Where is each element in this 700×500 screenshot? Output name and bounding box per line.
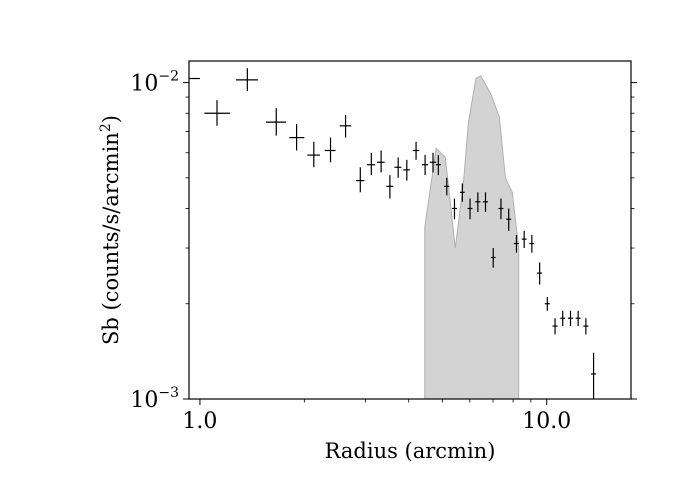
shaded-region (424, 75, 520, 400)
data-point (467, 198, 473, 220)
x-tick-label: 10.0 (522, 409, 571, 434)
data-point (265, 108, 286, 136)
y-tick-label: 10−2 (130, 69, 179, 97)
x-tick-label: 1.0 (182, 409, 217, 434)
data-point (583, 318, 589, 335)
data-point (575, 310, 581, 327)
y-tick-base: 10 (130, 388, 158, 413)
data-point (356, 167, 365, 193)
data-points-layer (189, 68, 597, 399)
data-point (521, 230, 527, 249)
data-point (560, 310, 566, 327)
data-point (403, 159, 410, 181)
data-point (482, 192, 488, 212)
data-point (537, 262, 543, 285)
data-point (412, 141, 420, 160)
data-point (204, 100, 230, 126)
y-tick-exponent: −3 (158, 385, 179, 401)
y-axis-label: Sb (counts/s/arcmin2) (98, 115, 123, 345)
x-axis-label: Radius (arcmin) (325, 439, 496, 463)
y-tick-exponent: −2 (158, 69, 179, 85)
data-point (506, 208, 512, 231)
y-axis-label-main: Sb (counts/s/arcmin (99, 132, 123, 345)
data-point (552, 318, 558, 335)
data-point (529, 234, 535, 253)
data-point (591, 352, 597, 399)
y-tick-label: 10−3 (130, 385, 179, 413)
data-point (376, 150, 385, 173)
data-point (475, 192, 481, 212)
data-point (289, 123, 305, 151)
data-point (544, 297, 550, 311)
data-point (394, 157, 402, 178)
data-point (435, 155, 441, 176)
data-point (324, 137, 336, 163)
y-axis-label-close: ) (99, 115, 123, 123)
data-point (444, 177, 450, 196)
data-point (459, 183, 465, 202)
data-point (422, 155, 429, 176)
y-axis-label-exponent: 2 (98, 123, 114, 132)
data-point (451, 198, 457, 220)
data-point (366, 152, 376, 176)
data-point (307, 141, 321, 168)
data-point (429, 152, 437, 173)
data-point (339, 114, 352, 138)
plot-area-frame (188, 60, 632, 400)
axis-ticks-layer: 1.0 10.010−210−3 (130, 69, 637, 434)
shaded-region-layer (424, 75, 520, 400)
data-point (490, 248, 496, 268)
data-point (235, 68, 258, 92)
data-point (567, 310, 574, 327)
y-tick-base: 10 (130, 72, 158, 97)
data-point (386, 175, 394, 199)
data-point (498, 198, 504, 220)
data-point (513, 234, 520, 253)
